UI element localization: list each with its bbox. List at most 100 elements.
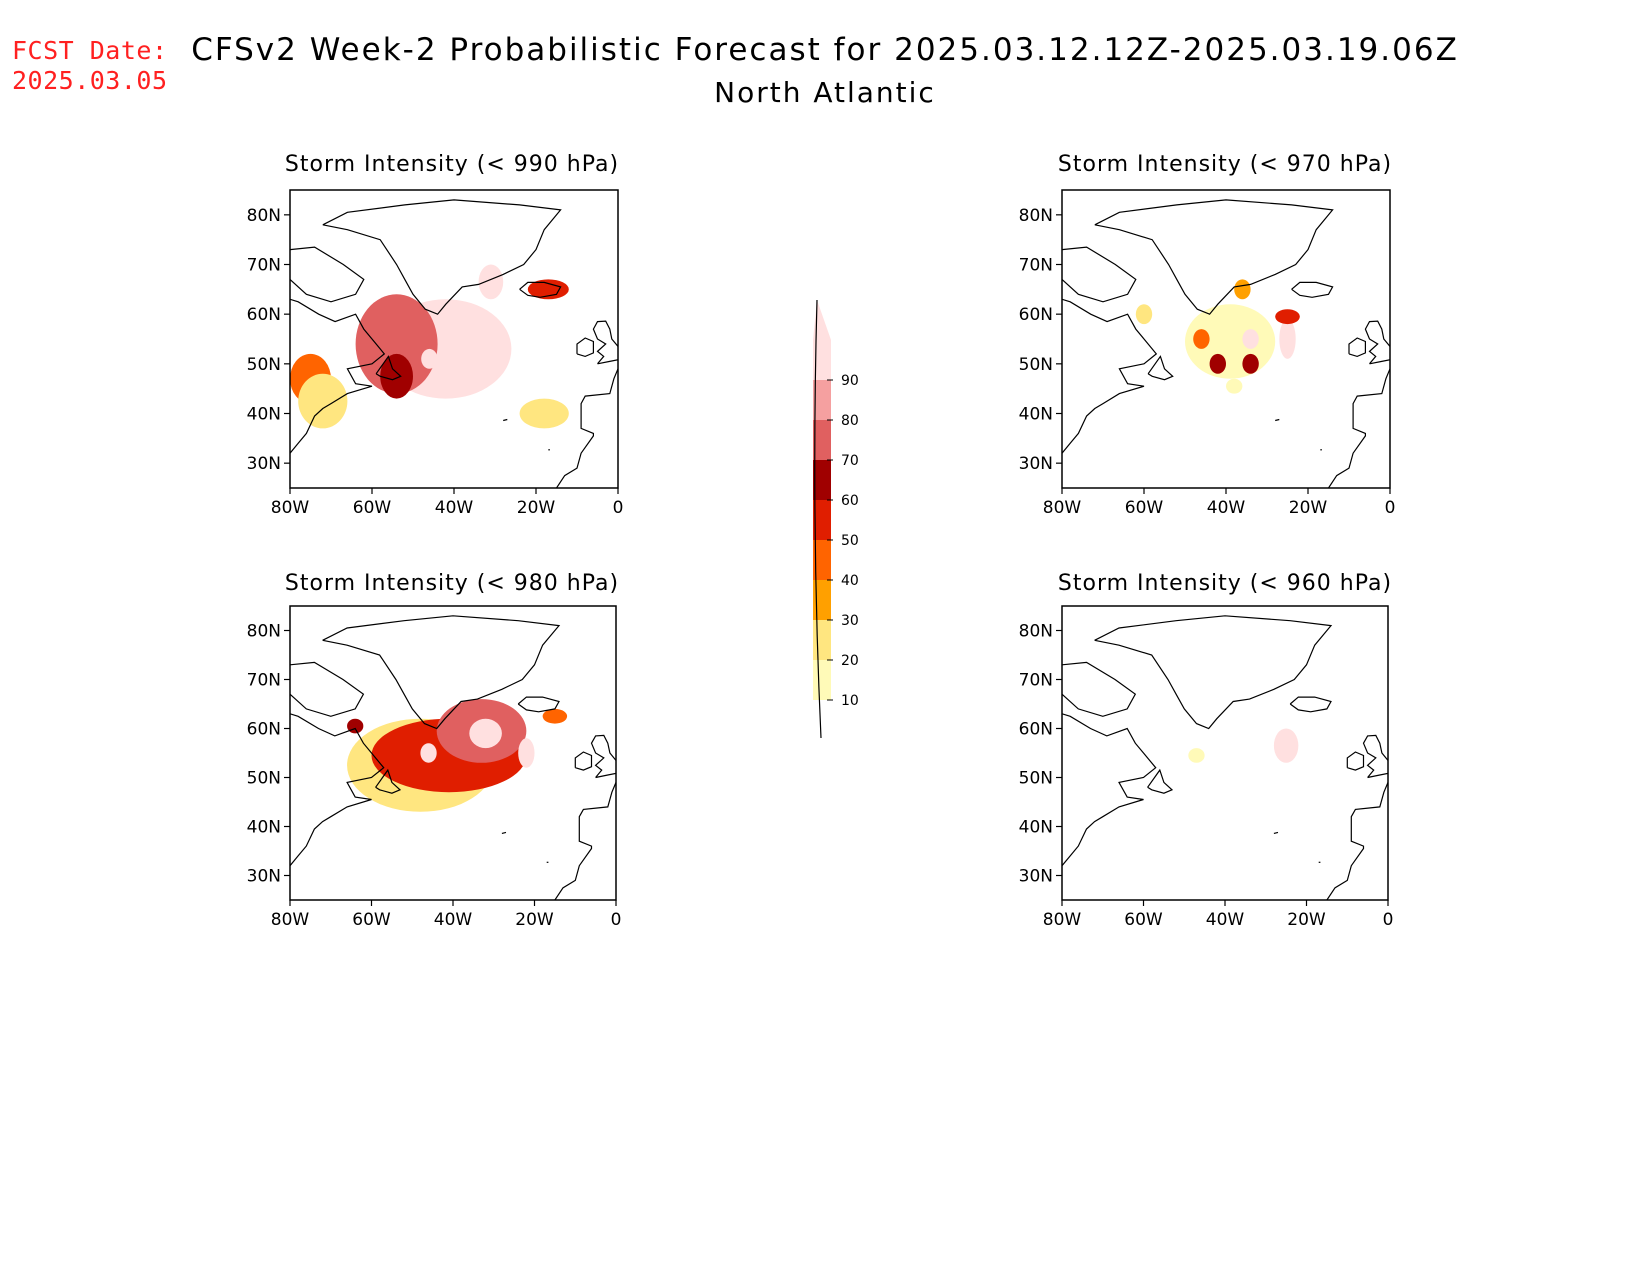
map-panel: 80N 70N 60N 50N 40N 30N 80W 60W 40W 20W 0 xyxy=(247,189,624,518)
coastline xyxy=(290,713,385,867)
colorbar: 10 20 30 40 50 60 70 80 90 xyxy=(813,299,859,739)
map-panels: 80N 70N 60N 50N 40N 30N 80W 60W 40W 20W 0 80N 70N 60N… xyxy=(247,189,1395,930)
colorbar-lower-cap xyxy=(813,700,831,738)
coastline xyxy=(1062,298,1158,454)
lat-tick-label: 50N xyxy=(247,769,281,789)
probability-area xyxy=(1188,748,1205,763)
probability-area xyxy=(1135,304,1153,325)
map-frame xyxy=(1061,605,1389,901)
fcst-date-value: 2025.03.05 xyxy=(12,66,168,95)
coastline xyxy=(375,768,402,794)
region-subtitle: North Atlantic xyxy=(714,76,936,109)
probability-area xyxy=(1275,309,1300,325)
lat-tick-label: 80N xyxy=(1019,622,1053,642)
coastline xyxy=(322,615,561,730)
fcst-date-label: FCST Date: xyxy=(12,36,168,65)
lon-tick-label: 80W xyxy=(1043,910,1082,930)
colorbar-swatch xyxy=(813,340,831,380)
main-title: CFSv2 Week-2 Probabilistic Forecast for … xyxy=(191,32,1459,68)
probability-area xyxy=(1273,728,1299,763)
coastline xyxy=(290,246,365,303)
coastline xyxy=(519,281,562,298)
probability-area xyxy=(421,348,438,369)
lat-tick-label: 70N xyxy=(247,256,281,276)
probability-area xyxy=(478,264,504,300)
lat-tick-label: 60N xyxy=(247,305,281,325)
coastline xyxy=(1273,831,1279,834)
probability-area xyxy=(469,718,502,749)
colorbar-swatch xyxy=(813,660,831,700)
probability-area xyxy=(380,353,413,399)
probability-area xyxy=(1242,329,1259,349)
coastline xyxy=(1289,696,1332,713)
coastline xyxy=(1062,713,1157,867)
coastline xyxy=(1094,615,1333,730)
lon-tick-label: 60W xyxy=(352,910,391,930)
colorbar-swatch xyxy=(813,580,831,620)
lat-tick-label: 80N xyxy=(247,206,281,226)
lat-tick-label: 80N xyxy=(247,622,281,642)
lat-tick-label: 40N xyxy=(1019,405,1053,425)
coastline xyxy=(590,734,616,779)
lat-tick-label: 30N xyxy=(247,867,281,887)
lon-tick-label: 80W xyxy=(271,498,310,518)
coastline xyxy=(290,661,365,717)
map-panel: 80N 70N 60N 50N 40N 30N 80W 60W 40W 20W 0 xyxy=(247,605,621,930)
coastline xyxy=(501,831,507,834)
coastline xyxy=(1275,418,1280,422)
lat-tick-label: 40N xyxy=(1019,818,1053,838)
coastline xyxy=(1326,782,1388,900)
coastline xyxy=(1094,199,1334,315)
coastline xyxy=(517,696,560,713)
lat-tick-label: 80N xyxy=(1019,206,1053,226)
map-panel: 80N 70N 60N 50N 40N 30N 80W 60W 40W 20W 0 xyxy=(1019,189,1395,518)
lat-tick-label: 60N xyxy=(1019,305,1053,325)
coastline xyxy=(503,418,508,422)
probability-area xyxy=(542,708,568,724)
panel-title-990: Storm Intensity (< 990 hPa) xyxy=(284,152,620,177)
coastline xyxy=(1291,281,1334,298)
coastline xyxy=(1346,751,1365,771)
colorbar-swatch xyxy=(813,540,831,580)
colorbar-tick-label: 60 xyxy=(841,493,859,509)
colorbar-swatch xyxy=(813,620,831,660)
probability-area xyxy=(355,294,438,394)
colorbar-swatch xyxy=(813,460,831,500)
colorbar-tick-label: 10 xyxy=(841,693,859,709)
probability-area xyxy=(519,398,569,429)
lon-tick-label: 0 xyxy=(1383,910,1394,930)
lon-tick-label: 60W xyxy=(353,498,392,518)
colorbar-outline xyxy=(814,299,822,739)
colorbar-tick-label: 70 xyxy=(841,453,859,469)
lon-tick-label: 60W xyxy=(1125,498,1164,518)
panel-title-980: Storm Intensity (< 980 hPa) xyxy=(284,571,620,596)
probability-area xyxy=(420,743,437,763)
probability-area xyxy=(518,738,535,768)
lon-tick-label: 0 xyxy=(613,498,624,518)
lat-tick-label: 60N xyxy=(247,720,281,740)
colorbar-upper-cap xyxy=(813,300,831,340)
lat-tick-label: 40N xyxy=(247,405,281,425)
coastline xyxy=(1147,355,1174,381)
probability-area xyxy=(1226,378,1243,394)
coastline xyxy=(375,355,402,381)
coastline xyxy=(1362,734,1388,779)
lat-tick-label: 30N xyxy=(247,454,281,474)
colorbar-tick-label: 50 xyxy=(841,533,859,549)
lon-tick-label: 40W xyxy=(435,498,474,518)
colorbar-tick-label: 20 xyxy=(841,653,859,669)
lat-tick-label: 50N xyxy=(1019,769,1053,789)
map-panel: 80N 70N 60N 50N 40N 30N 80W 60W 40W 20W 0 xyxy=(1019,605,1394,930)
panel-title-970: Storm Intensity (< 970 hPa) xyxy=(1057,152,1393,177)
lat-tick-label: 70N xyxy=(1019,671,1053,691)
colorbar-tick-label: 30 xyxy=(841,613,859,629)
probability-area xyxy=(298,373,348,429)
lon-tick-label: 20W xyxy=(517,498,556,518)
colorbar-tick-label: 90 xyxy=(841,373,859,389)
probability-area xyxy=(527,279,569,300)
lat-tick-label: 30N xyxy=(1019,867,1053,887)
lon-tick-label: 80W xyxy=(271,910,310,930)
coastline xyxy=(1062,661,1137,717)
coastline xyxy=(1327,368,1390,488)
colorbar-swatch xyxy=(813,380,831,420)
